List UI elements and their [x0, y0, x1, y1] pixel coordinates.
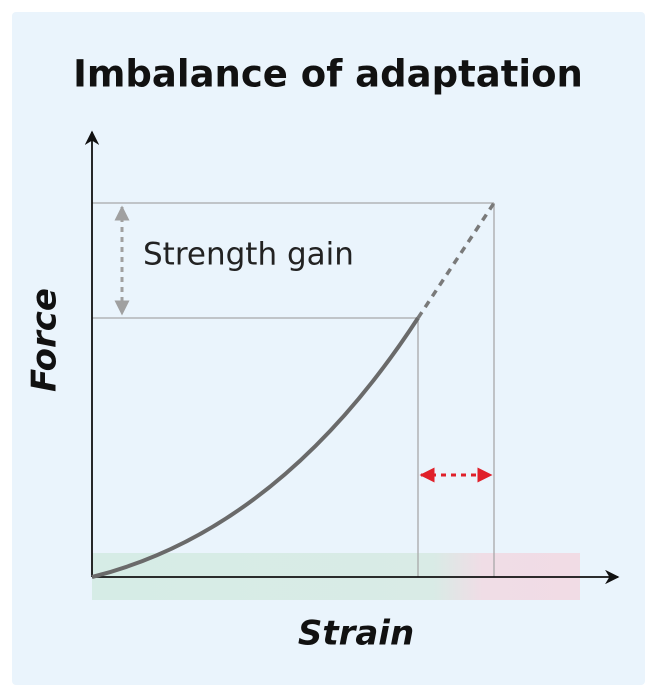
- x-axis-label: Strain: [298, 614, 414, 654]
- projected-curve: [416, 202, 496, 319]
- background: [12, 12, 645, 685]
- y-axis-label: Force: [25, 288, 65, 392]
- annotation: Strength gain: [143, 237, 354, 273]
- title: Imbalance of adaptation: [73, 53, 583, 96]
- guide-lines: [92, 202, 495, 577]
- force-curve: [91, 316, 420, 579]
